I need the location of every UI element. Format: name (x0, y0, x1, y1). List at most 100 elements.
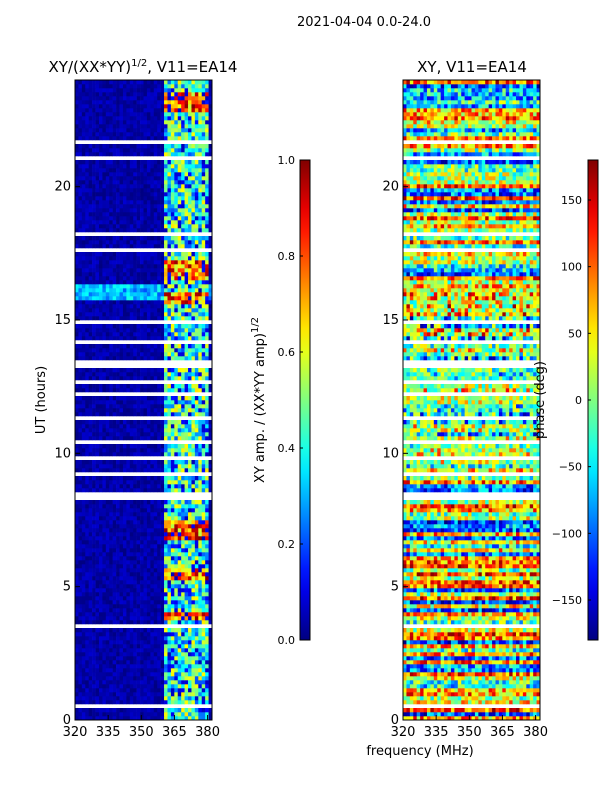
heatmap-cell (146, 404, 151, 409)
heatmap-cell (122, 328, 127, 333)
heatmap-cell (119, 368, 124, 373)
heatmap-cell (112, 452, 117, 457)
heatmap-cell (129, 188, 134, 193)
heatmap-cell (194, 432, 199, 437)
heatmap-cell (150, 272, 155, 277)
heatmap-cell (157, 204, 161, 209)
heatmap-cell (119, 352, 124, 357)
heatmap-cell (181, 480, 185, 485)
heatmap-cell (201, 400, 206, 405)
heatmap-cell (174, 464, 179, 469)
heatmap-cell (140, 600, 144, 605)
heatmap-cell (153, 292, 158, 297)
heatmap-cell (119, 504, 124, 509)
heatmap-cell (164, 276, 168, 281)
heatmap-cell (129, 636, 134, 641)
heatmap-cell (184, 312, 189, 317)
heatmap-cell (198, 356, 203, 361)
heatmap-cell (164, 224, 168, 229)
heatmap-cell (184, 396, 189, 401)
heatmap-cell (201, 176, 206, 181)
heatmap-cell (105, 336, 110, 341)
heatmap-cell (129, 244, 134, 249)
heatmap-cell (194, 276, 199, 281)
heatmap-cell (133, 412, 137, 417)
heatmap-cell (75, 292, 79, 297)
heatmap-cell (98, 600, 103, 605)
heatmap-cell (205, 696, 209, 701)
heatmap-cell (119, 568, 124, 573)
heatmap-cell (153, 376, 158, 381)
heatmap-cell (205, 452, 209, 457)
heatmap-cell (146, 260, 151, 265)
heatmap-cell (205, 544, 209, 549)
heatmap-cell (109, 592, 113, 597)
heatmap-cell (88, 488, 93, 493)
heatmap-cell (201, 524, 206, 529)
heatmap-cell (201, 568, 206, 573)
heatmap-cell (167, 408, 172, 413)
heatmap-cell (136, 372, 141, 377)
heatmap-cell (208, 628, 213, 633)
heatmap-cell (122, 604, 127, 609)
heatmap-cell (92, 308, 96, 313)
heatmap-cell (98, 236, 103, 241)
heatmap-cell (167, 420, 172, 425)
heatmap-cell (164, 448, 168, 453)
heatmap-cell (191, 216, 196, 221)
heatmap-cell (133, 672, 137, 677)
heatmap-cell (88, 556, 93, 561)
heatmap-cell (181, 384, 185, 389)
heatmap-cell (194, 672, 199, 677)
heatmap-cell (102, 444, 107, 449)
heatmap-cell (129, 628, 134, 633)
heatmap-cell (188, 356, 192, 361)
heatmap-cell (188, 316, 192, 321)
heatmap-cell (167, 580, 172, 585)
heatmap-cell (160, 244, 165, 249)
heatmap-cell (116, 388, 120, 393)
heatmap-cell (109, 332, 113, 337)
heatmap-cell (205, 352, 209, 357)
heatmap-cell (122, 400, 127, 405)
heatmap-cell (81, 664, 86, 669)
heatmap-cell (184, 592, 189, 597)
heatmap-cell (160, 676, 165, 681)
heatmap-cell (75, 556, 79, 561)
heatmap-cell (201, 680, 206, 685)
heatmap-cell (146, 652, 151, 657)
heatmap-cell (140, 268, 144, 273)
heatmap-cell (85, 520, 89, 525)
heatmap-cell (98, 528, 103, 533)
heatmap-cell (205, 216, 209, 221)
heatmap-cell (201, 536, 206, 541)
heatmap-cell (112, 328, 117, 333)
heatmap-cell (116, 464, 120, 469)
heatmap-cell (143, 480, 148, 485)
heatmap-cell (75, 568, 79, 573)
heatmap-cell (116, 712, 120, 717)
heatmap-cell (177, 692, 182, 697)
heatmap-cell (129, 168, 134, 173)
heatmap-cell (119, 544, 124, 549)
heatmap-cell (126, 500, 131, 505)
heatmap-cell (150, 672, 155, 677)
heatmap-cell (112, 276, 117, 281)
heatmap-cell (143, 444, 148, 449)
heatmap-cell (194, 260, 199, 265)
heatmap-cell (136, 200, 141, 205)
heatmap-cell (174, 616, 179, 621)
heatmap-cell (146, 268, 151, 273)
heatmap-cell (95, 224, 100, 229)
heatmap-cell (92, 188, 96, 193)
heatmap-cell (184, 272, 189, 277)
heatmap-cell (177, 296, 182, 301)
heatmap-cell (98, 536, 103, 541)
heatmap-cell (116, 296, 120, 301)
heatmap-cell (150, 408, 155, 413)
heatmap-cell (191, 224, 196, 229)
heatmap-cell (140, 520, 144, 525)
heatmap-cell (143, 164, 148, 169)
heatmap-cell (136, 660, 141, 665)
heatmap-cell (81, 696, 86, 701)
